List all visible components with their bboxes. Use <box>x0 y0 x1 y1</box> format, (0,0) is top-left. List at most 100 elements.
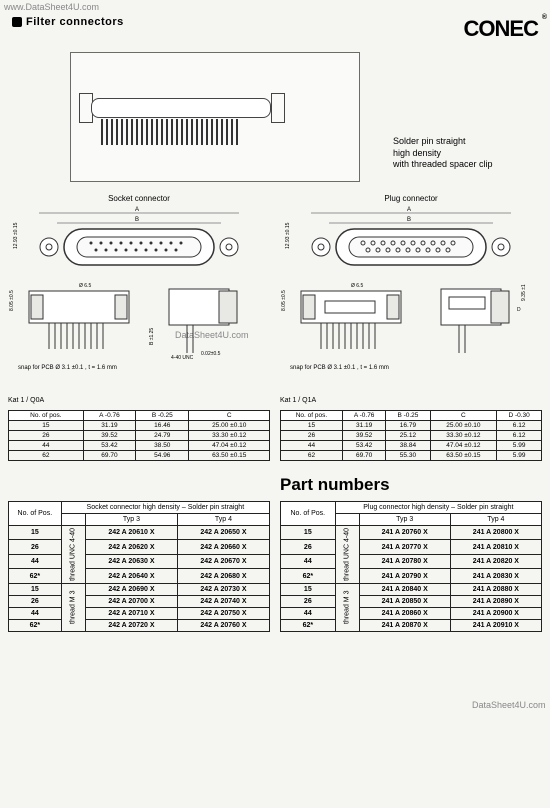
pt-pos: 62* <box>281 569 336 584</box>
dim-cell: 69.70 <box>83 451 136 461</box>
cap-2: high density <box>393 148 533 160</box>
pt-pn: 241 A 20880 X <box>450 583 541 595</box>
dim-a: A <box>135 207 139 213</box>
pt-pos: 44 <box>9 554 62 568</box>
dim-cell: 25.00 ±0.10 <box>189 421 270 431</box>
pt-gh <box>335 514 359 526</box>
svg-text:0.02±0.5: 0.02±0.5 <box>201 351 221 357</box>
pt-pos: 15 <box>9 583 62 595</box>
svg-text:D: D <box>517 307 521 313</box>
snap-note-l: snap for PCB Ø 3.1 ±0.1 , t = 1.6 mm <box>8 365 270 371</box>
dim-cell: 5.99 <box>497 441 542 451</box>
pt-group: thread M 3 <box>61 583 85 631</box>
part-tables: No. of Pos.Socket connector high density… <box>0 501 550 632</box>
dim-hdr: D -0.30 <box>497 411 542 421</box>
diag-r-label: Plug connector <box>280 194 542 203</box>
pt-group: thread UNC 4-40 <box>335 526 359 584</box>
pt-pn: 241 A 20850 X <box>359 595 450 607</box>
dim-cell: 6.12 <box>497 421 542 431</box>
dim-cell: 15 <box>9 421 84 431</box>
part-left: No. of Pos.Socket connector high density… <box>8 501 270 632</box>
pt-pn: 242 A 20690 X <box>85 583 177 595</box>
dim-cell: 69.70 <box>342 451 386 461</box>
pt-pn: 241 A 20910 X <box>450 619 541 631</box>
dim-cell: 16.46 <box>136 421 189 431</box>
logo-text: CONEC <box>464 16 538 41</box>
svg-text:8.05 ±0.5: 8.05 ±0.5 <box>281 290 287 311</box>
pt-pn: 242 A 20650 X <box>177 526 269 540</box>
dimension-tables: Kat 1 / Q0A No. of pos.A -0.76B -0.25C15… <box>0 371 550 461</box>
dim-cell: 53.42 <box>342 441 386 451</box>
part-right: No. of Pos.Plug connector high density –… <box>280 501 542 632</box>
pt-pn: 242 A 20700 X <box>85 595 177 607</box>
pt-table-r: No. of Pos.Plug connector high density –… <box>280 501 542 632</box>
dim-hdr: A -0.76 <box>342 411 386 421</box>
pt-group: thread M 3 <box>335 583 359 631</box>
dim-hdr: A -0.76 <box>83 411 136 421</box>
cap-1: Solder pin straight <box>393 136 533 148</box>
pt-pn: 242 A 20670 X <box>177 554 269 568</box>
pt-pos: 26 <box>281 595 336 607</box>
dim-cell: 25.00 ±0.10 <box>430 421 497 431</box>
pt-group: thread UNC 4-40 <box>61 526 85 584</box>
dim-cell: 5.99 <box>497 451 542 461</box>
diag-r-top: A B 12.93 ±0.15 <box>280 205 542 277</box>
pt-gh <box>61 514 85 526</box>
kat-r: Kat 1 / Q1A <box>280 397 542 404</box>
dim-cell: 24.79 <box>136 431 189 441</box>
pt-pn: 242 A 20640 X <box>85 569 177 584</box>
dim-table-r: No. of pos.A -0.76B -0.25CD -0.301531.19… <box>280 410 542 461</box>
dim-hdr: B -0.25 <box>136 411 189 421</box>
dim-cell: 38.84 <box>386 441 430 451</box>
pt-pn: 241 A 20830 X <box>450 569 541 584</box>
pt-pn: 241 A 20900 X <box>450 607 541 619</box>
pt-pn: 241 A 20790 X <box>359 569 450 584</box>
dim-cell: 39.52 <box>83 431 136 441</box>
connector-pins <box>101 119 261 147</box>
pt-pn: 242 A 20760 X <box>177 619 269 631</box>
pt-pos: 44 <box>281 607 336 619</box>
pt-pn: 241 A 20800 X <box>450 526 541 540</box>
diag-r-bot: Ø 6.5 8.05 ±0.5 D 9.35 ±1 <box>280 281 542 361</box>
pt-pn: 242 A 20720 X <box>85 619 177 631</box>
svg-text:Ø 6.5: Ø 6.5 <box>351 283 363 289</box>
pt-pos: 26 <box>9 595 62 607</box>
pt-pn: 241 A 20890 X <box>450 595 541 607</box>
dim-cell: 26 <box>281 431 343 441</box>
svg-text:12.93 ±0.15: 12.93 ±0.15 <box>13 222 19 249</box>
diagram-right: Plug connector A B 12.93 ±0.15 Ø 6.5 <box>280 194 542 371</box>
pt-pos: 15 <box>281 526 336 540</box>
dim-left: Kat 1 / Q0A No. of pos.A -0.76B -0.25C15… <box>8 397 270 461</box>
dim-table-l: No. of pos.A -0.76B -0.25C1531.1916.4625… <box>8 410 270 461</box>
diag-l-bot: Ø 6.5 8.05 ±0.5 B ±1.25 0.02±0.5 4-40 UN… <box>8 281 270 361</box>
pt-pn: 241 A 20870 X <box>359 619 450 631</box>
dim-cell: 62 <box>9 451 84 461</box>
pt-pn: 241 A 20780 X <box>359 554 450 568</box>
dim-hdr: C <box>189 411 270 421</box>
logo-reg: ® <box>542 14 546 21</box>
dim-cell: 54.96 <box>136 451 189 461</box>
pt-pn: 242 A 20710 X <box>85 607 177 619</box>
diag-l-top: A B 12.93 ±0.15 <box>8 205 270 277</box>
dim-cell: 47.04 ±0.12 <box>189 441 270 451</box>
page-title: Filter connectors <box>26 16 124 28</box>
pt-hdr: No. of Pos. <box>9 502 62 526</box>
dim-cell: 26 <box>9 431 84 441</box>
dim-cell: 6.12 <box>497 431 542 441</box>
pt-title: Socket connector high density – Solder p… <box>61 502 269 514</box>
dim-cell: 44 <box>281 441 343 451</box>
watermark-top: www.DataSheet4U.com <box>4 2 99 12</box>
pt-pn: 242 A 20660 X <box>177 540 269 554</box>
pt-hdr: Typ 4 <box>450 514 541 526</box>
dim-cell: 15 <box>281 421 343 431</box>
pt-pn: 242 A 20620 X <box>85 540 177 554</box>
pt-pos: 62* <box>281 619 336 631</box>
pt-title: Plug connector high density – Solder pin… <box>335 502 541 514</box>
pt-hdr: No. of Pos. <box>281 502 336 526</box>
cap-3: with threaded spacer clip <box>393 159 533 171</box>
svg-text:4-40 UNC: 4-40 UNC <box>171 355 194 361</box>
diagram-left: Socket connector A B 12.93 ±0.15 Ø 6.5 <box>8 194 270 371</box>
pt-pn: 241 A 20760 X <box>359 526 450 540</box>
pt-pn: 242 A 20730 X <box>177 583 269 595</box>
dim-hdr: C <box>430 411 497 421</box>
